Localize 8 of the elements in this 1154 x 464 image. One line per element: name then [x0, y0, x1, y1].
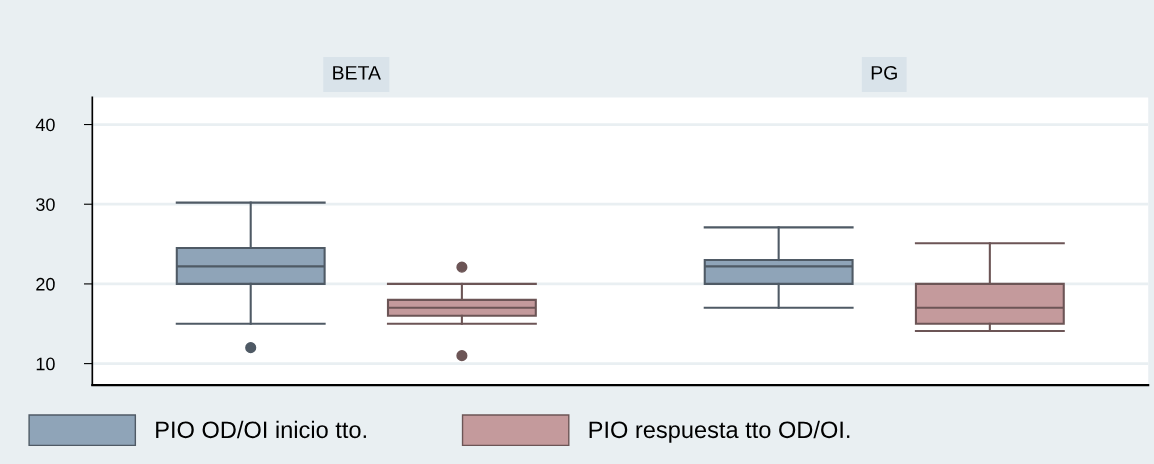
y-tick-label: 10 — [36, 357, 55, 371]
legend-label: PIO respuesta tto OD/OI. — [589, 420, 850, 443]
y-tick-label: 40 — [35, 118, 55, 132]
y-tick-label: 30 — [36, 198, 55, 211]
y-tick-label: 20 — [36, 277, 55, 291]
x-tick-label: PG — [871, 65, 897, 80]
legend-label: PIO OD/OI inicio tto. — [156, 420, 366, 439]
x-tick-label: BETA — [333, 66, 381, 80]
